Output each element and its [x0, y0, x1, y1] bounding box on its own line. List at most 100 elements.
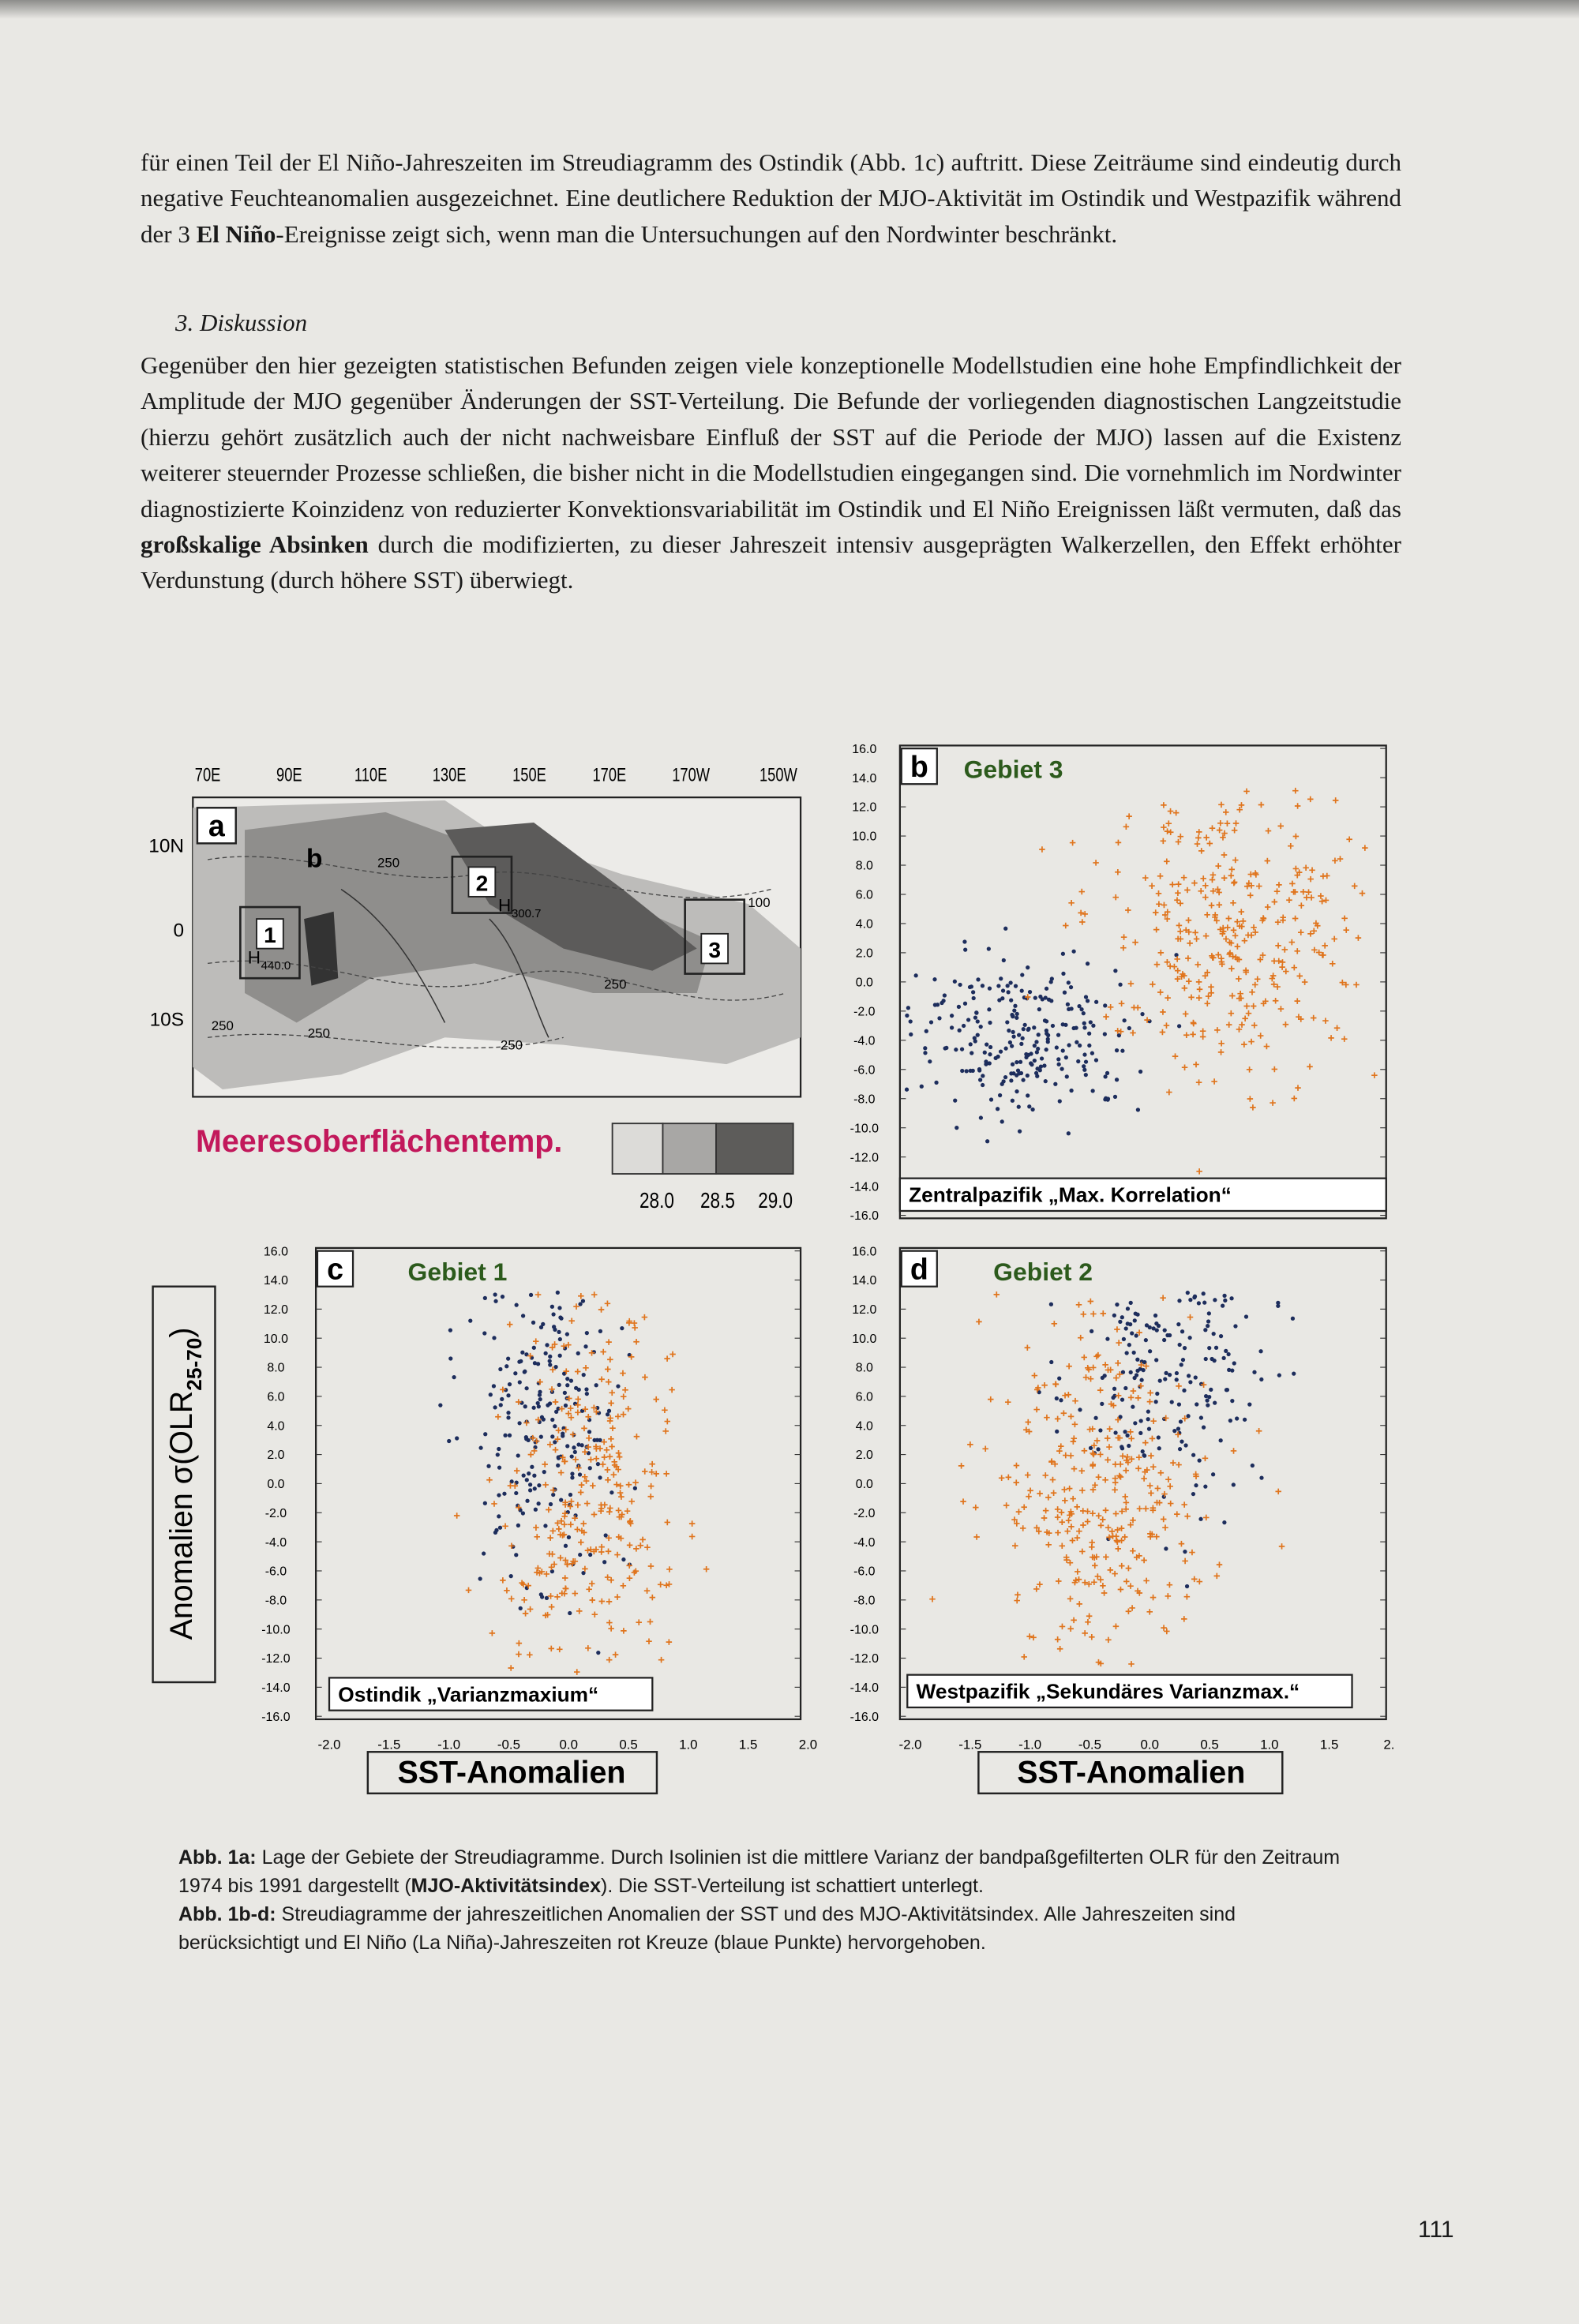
scatter-dot	[1103, 1074, 1108, 1079]
scatter-dot	[940, 1000, 944, 1006]
scatter-dot	[924, 1029, 928, 1033]
scatter-dot	[1060, 1066, 1064, 1071]
scatter-cross	[1123, 1578, 1130, 1585]
scatter-dot	[1113, 1430, 1118, 1435]
y-tick-label: 4.0	[856, 918, 873, 931]
scatter-dot	[1009, 1071, 1014, 1076]
scatter-dot	[1045, 1040, 1050, 1044]
scatter-cross	[1187, 1314, 1194, 1321]
scatter-dot	[1100, 1401, 1105, 1407]
scatter-dot	[1164, 1370, 1168, 1375]
scatter-cross	[1202, 973, 1209, 979]
scatter-dot	[559, 1316, 564, 1321]
scatter-cross	[1100, 1583, 1106, 1589]
scatter-dot	[598, 1329, 603, 1334]
scatter-dot	[969, 984, 974, 989]
y-tick-label: 6.0	[267, 1391, 284, 1404]
scatter-dot	[1082, 1052, 1087, 1057]
scatter-cross	[1318, 893, 1324, 899]
scatter-cross	[1292, 833, 1300, 840]
scatter-cross	[647, 1563, 654, 1569]
y-tick-label: -14.0	[261, 1681, 290, 1695]
scatter-cross	[516, 1399, 522, 1405]
scatter-dot	[1206, 1319, 1211, 1324]
x-axis-label: SST-Anomalien	[397, 1756, 625, 1790]
scatter-cross	[649, 1594, 656, 1601]
scatter-dot	[1112, 1313, 1116, 1318]
scatter-cross	[958, 1463, 965, 1469]
scatter-cross	[530, 1434, 536, 1441]
caption-part: Abb. 1a: Lage der Gebiete der Streudiagr…	[178, 1843, 1347, 1900]
scatter-cross	[1153, 926, 1160, 933]
scatter-dot	[1120, 1445, 1124, 1449]
scatter-cross	[1059, 1623, 1066, 1630]
scatter-cross	[1155, 890, 1162, 897]
scatter-cross	[1082, 1630, 1088, 1636]
scatter-cross	[598, 1376, 605, 1383]
scatter-dot	[1120, 1315, 1124, 1320]
scatter-dot	[587, 1430, 592, 1434]
scatter-cross	[606, 1535, 612, 1542]
scatter-cross	[1257, 1033, 1264, 1039]
scatter-cross	[495, 1413, 501, 1420]
scatter-cross	[664, 1519, 671, 1526]
scatter-dot	[546, 1403, 550, 1408]
scatter-cross	[1192, 929, 1198, 936]
scatter-dot	[1195, 1402, 1199, 1407]
scatter-cross	[1159, 1029, 1166, 1036]
scatter-cross	[1105, 1636, 1112, 1644]
scatter-dot	[495, 1452, 500, 1457]
scatter-cross	[1322, 897, 1330, 904]
y-tick-label: 12.0	[264, 1303, 288, 1317]
scatter-cross	[532, 1338, 539, 1344]
scatter-cross	[1071, 1465, 1078, 1472]
scatter-cross	[534, 1569, 540, 1576]
scatter-dot	[952, 979, 957, 984]
y-tick-label: 2.0	[267, 1449, 284, 1462]
scatter-dot	[1034, 1050, 1039, 1055]
scatter-cross	[486, 1476, 493, 1483]
scatter-cross	[1182, 1010, 1189, 1018]
scatter-cross	[1062, 1497, 1068, 1504]
scatter-dot	[506, 1393, 511, 1398]
scatter-cross	[1232, 857, 1239, 864]
scatter-cross	[1097, 1576, 1104, 1583]
region-name-box	[898, 1177, 1387, 1213]
scatter-dot	[1017, 1033, 1022, 1037]
scatter-dot	[1259, 1475, 1264, 1480]
scatter-cross	[1132, 939, 1138, 946]
scatter-cross	[1136, 1505, 1143, 1512]
scatter-cross	[1014, 1597, 1020, 1604]
scatter-cross	[1187, 940, 1193, 946]
scatter-dot	[942, 993, 947, 998]
scatter-cross	[1023, 1426, 1030, 1434]
scatter-dot	[980, 984, 985, 988]
scatter-cross	[653, 1396, 659, 1403]
scatter-cross	[658, 1656, 665, 1663]
scatter-cross	[1220, 834, 1226, 841]
scatter-cross	[608, 1625, 614, 1632]
x-tick-label: 2.	[1383, 1737, 1394, 1752]
scatter-cross	[559, 1454, 566, 1460]
y-tick-label: -14.0	[850, 1681, 879, 1695]
x-tick-label: -1.5	[377, 1737, 400, 1752]
scatter-dot	[1096, 1447, 1101, 1452]
scatter-dot	[1128, 1370, 1133, 1375]
scatter-cross	[1174, 967, 1181, 974]
scatter-cross	[620, 1411, 627, 1418]
scatter-dot	[1060, 951, 1066, 956]
scatter-cross	[568, 1498, 575, 1505]
scatter-dot	[541, 1321, 546, 1327]
scatter-cross	[1156, 1499, 1163, 1506]
scatter-dot	[1201, 1291, 1206, 1296]
scatter-cross	[1142, 1505, 1150, 1512]
scatter-dot	[971, 990, 976, 995]
max-label-sub: 440.0	[261, 959, 291, 973]
scatter-cross	[1024, 994, 1031, 1000]
scatter-cross	[641, 1468, 648, 1475]
scatter-dot	[1193, 1375, 1198, 1380]
scatter-cross	[516, 1504, 522, 1511]
scatter-dot	[1015, 1011, 1019, 1017]
